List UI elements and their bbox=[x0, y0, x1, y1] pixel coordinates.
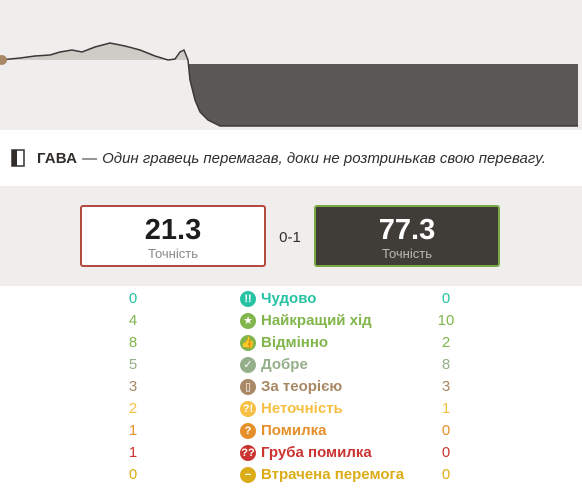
white-count: 3 bbox=[128, 378, 138, 395]
classification-row[interactable]: 0 − Втрачена перемога 0 bbox=[0, 464, 582, 486]
black-accuracy-label: Точність bbox=[382, 246, 432, 261]
white-count: 8 bbox=[128, 334, 138, 351]
white-count: 1 bbox=[128, 444, 138, 461]
classification-row[interactable]: 0!! Чудово 0 bbox=[0, 288, 582, 310]
classification-row[interactable]: 8 👍 Відмінно 2 bbox=[0, 332, 582, 354]
classification-name: Найкращий хід bbox=[261, 312, 372, 329]
book-move-icon: ▯ bbox=[240, 379, 256, 395]
classification-name: Втрачена перемога bbox=[261, 466, 405, 483]
classification-row[interactable]: 1? Помилка 0 bbox=[0, 420, 582, 442]
evaluation-graph-svg bbox=[0, 42, 578, 127]
classification-row[interactable]: 5 ✓ Добре 8 bbox=[0, 354, 582, 376]
accuracy-panel: 21.3 Точність 0-1 77.3 Точність bbox=[0, 186, 582, 286]
black-count: 8 bbox=[441, 356, 451, 373]
classification-name: Чудово bbox=[261, 290, 317, 307]
black-count: 2 bbox=[441, 334, 451, 351]
white-count: 0 bbox=[128, 290, 138, 307]
classification-name: За теорією bbox=[261, 378, 343, 395]
move-marker[interactable] bbox=[0, 55, 7, 65]
evaluation-line bbox=[0, 42, 578, 127]
black-count: 3 bbox=[441, 378, 451, 395]
classification-name: Груба помилка bbox=[261, 444, 372, 461]
good-icon: ✓ bbox=[240, 357, 256, 373]
classification-name: Неточність bbox=[261, 400, 343, 417]
brilliant-icon: !! bbox=[240, 291, 256, 307]
classification-row[interactable]: 3 ▯ За теорією 3 bbox=[0, 376, 582, 398]
black-count: 10 bbox=[437, 312, 455, 329]
blunder-icon: ?? bbox=[240, 445, 256, 461]
white-count: 0 bbox=[128, 466, 138, 483]
black-advantage-area bbox=[188, 62, 578, 126]
black-count: 1 bbox=[441, 400, 451, 417]
best-move-icon: ★ bbox=[240, 313, 256, 329]
summary-text: Один гравець перемагав, доки не розтринь… bbox=[102, 149, 546, 167]
evaluation-graph[interactable] bbox=[0, 0, 582, 130]
black-count: 0 bbox=[441, 422, 451, 439]
white-accuracy-card: 21.3 Точність bbox=[80, 205, 266, 267]
classification-name: Помилка bbox=[261, 422, 327, 439]
white-count: 4 bbox=[128, 312, 138, 329]
white-count: 1 bbox=[128, 422, 138, 439]
black-count: 0 bbox=[441, 444, 451, 461]
mistake-icon: ? bbox=[240, 423, 256, 439]
white-count: 2 bbox=[128, 400, 138, 417]
white-accuracy-value: 21.3 bbox=[144, 214, 202, 246]
excellent-icon: 👍 bbox=[240, 335, 256, 351]
black-count: 0 bbox=[441, 290, 451, 307]
black-accuracy-card: 77.3 Точність bbox=[314, 205, 500, 267]
inaccuracy-icon: ?! bbox=[240, 401, 256, 417]
white-accuracy-label: Точність bbox=[148, 246, 198, 261]
summary-separator: — bbox=[82, 149, 98, 167]
game-score: 0-1 bbox=[279, 229, 301, 246]
classification-row[interactable]: 2?! Неточність 1 bbox=[0, 398, 582, 420]
classification-name: Відмінно bbox=[261, 334, 329, 351]
classification-row[interactable]: 1?? Груба помилка 0 bbox=[0, 442, 582, 464]
black-count: 0 bbox=[441, 466, 451, 483]
move-classification-table: 0!! Чудово 0 4 ★ Найкращий хід 10 8 👍 Відмінно 2 5 ✓… bbox=[0, 286, 582, 501]
game-summary: ГАВА — Один гравець перемагав, доки не р… bbox=[0, 130, 582, 186]
black-accuracy-value: 77.3 bbox=[378, 214, 436, 246]
classification-name: Добре bbox=[261, 356, 308, 373]
summary-tag: ГАВА bbox=[37, 149, 78, 167]
classification-row[interactable]: 4 ★ Найкращий хід 10 bbox=[0, 310, 582, 332]
white-count: 5 bbox=[128, 356, 138, 373]
missed-win-icon: − bbox=[240, 467, 256, 483]
book-icon bbox=[11, 149, 25, 167]
